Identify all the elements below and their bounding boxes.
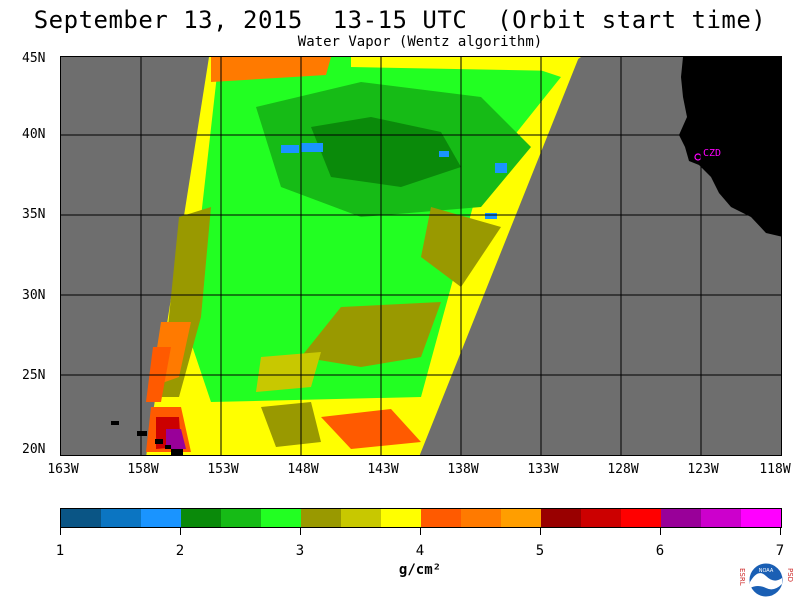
colorbar-segment	[101, 509, 141, 527]
map-svg: CZD	[61, 57, 781, 455]
colorbar-segment	[461, 509, 501, 527]
colorbar-segment	[541, 509, 581, 527]
colorbar-segment	[501, 509, 541, 527]
lon-label-153w: 153W	[207, 462, 239, 477]
logo-right-letters: PSD	[786, 568, 794, 582]
colorbar-label-1: 1	[55, 543, 65, 559]
colorbar-segment	[301, 509, 341, 527]
lon-label-148w: 148W	[287, 462, 319, 477]
colorbar-units: g/cm²	[398, 562, 442, 578]
lon-label-133w: 133W	[527, 462, 559, 477]
colorbar-tick	[420, 528, 421, 535]
lon-label-143w: 143W	[367, 462, 399, 477]
lon-label-118w: 118W	[759, 462, 791, 477]
colorbar-label-4: 4	[415, 543, 425, 559]
lat-label-30n: 30N	[22, 288, 46, 303]
map-title: September 13, 2015 13-15 UTC (Orbit star…	[33, 6, 767, 34]
color-scale-bar	[60, 508, 782, 528]
colorbar-segment	[381, 509, 421, 527]
colorbar-label-5: 5	[535, 543, 545, 559]
colorbar-segment	[701, 509, 741, 527]
colorbar-segment	[581, 509, 621, 527]
colorbar-segment	[661, 509, 701, 527]
lon-label-163w: 163W	[47, 462, 79, 477]
lat-label-40n: 40N	[22, 127, 46, 142]
water-vapor-map: CZD	[60, 56, 782, 456]
colorbar-segment	[341, 509, 381, 527]
colorbar-label-2: 2	[175, 543, 185, 559]
land-north-america	[679, 57, 781, 237]
colorbar-tick	[60, 528, 61, 535]
colorbar-label-7: 7	[775, 543, 785, 559]
satellite-swath	[146, 57, 581, 455]
logo-left-letters: ESRL	[738, 568, 746, 586]
hawaii-islands	[111, 421, 183, 455]
lon-label-128w: 128W	[607, 462, 639, 477]
colorbar-segment	[421, 509, 461, 527]
noaa-logo: NOAA ESRL PSD	[738, 558, 794, 600]
colorbar-segment	[141, 509, 181, 527]
noaa-logo-svg: NOAA ESRL PSD	[738, 562, 794, 598]
colorbar-tick	[300, 528, 301, 535]
lat-label-35n: 35N	[22, 207, 46, 222]
colorbar-segment	[741, 509, 781, 527]
colorbar-segment	[221, 509, 261, 527]
lon-label-138w: 138W	[447, 462, 479, 477]
lat-label-45n: 45N	[22, 51, 46, 66]
colorbar-segment	[261, 509, 301, 527]
lat-lon-grid	[61, 57, 781, 455]
station-label: CZD	[703, 148, 721, 159]
map-subtitle: Water Vapor (Wentz algorithm)	[297, 34, 543, 50]
lat-label-25n: 25N	[22, 368, 46, 383]
colorbar-tick	[180, 528, 181, 535]
colorbar-segment	[61, 509, 101, 527]
lon-label-123w: 123W	[687, 462, 719, 477]
colorbar-tick	[780, 528, 781, 535]
colorbar-label-3: 3	[295, 543, 305, 559]
colorbar-segment	[621, 509, 661, 527]
colorbar-tick	[540, 528, 541, 535]
lon-label-158w: 158W	[127, 462, 159, 477]
colorbar-segment	[181, 509, 221, 527]
lat-label-20n: 20N	[22, 442, 46, 457]
colorbar-label-6: 6	[655, 543, 665, 559]
colorbar-tick	[660, 528, 661, 535]
logo-center-text: NOAA	[759, 568, 774, 574]
